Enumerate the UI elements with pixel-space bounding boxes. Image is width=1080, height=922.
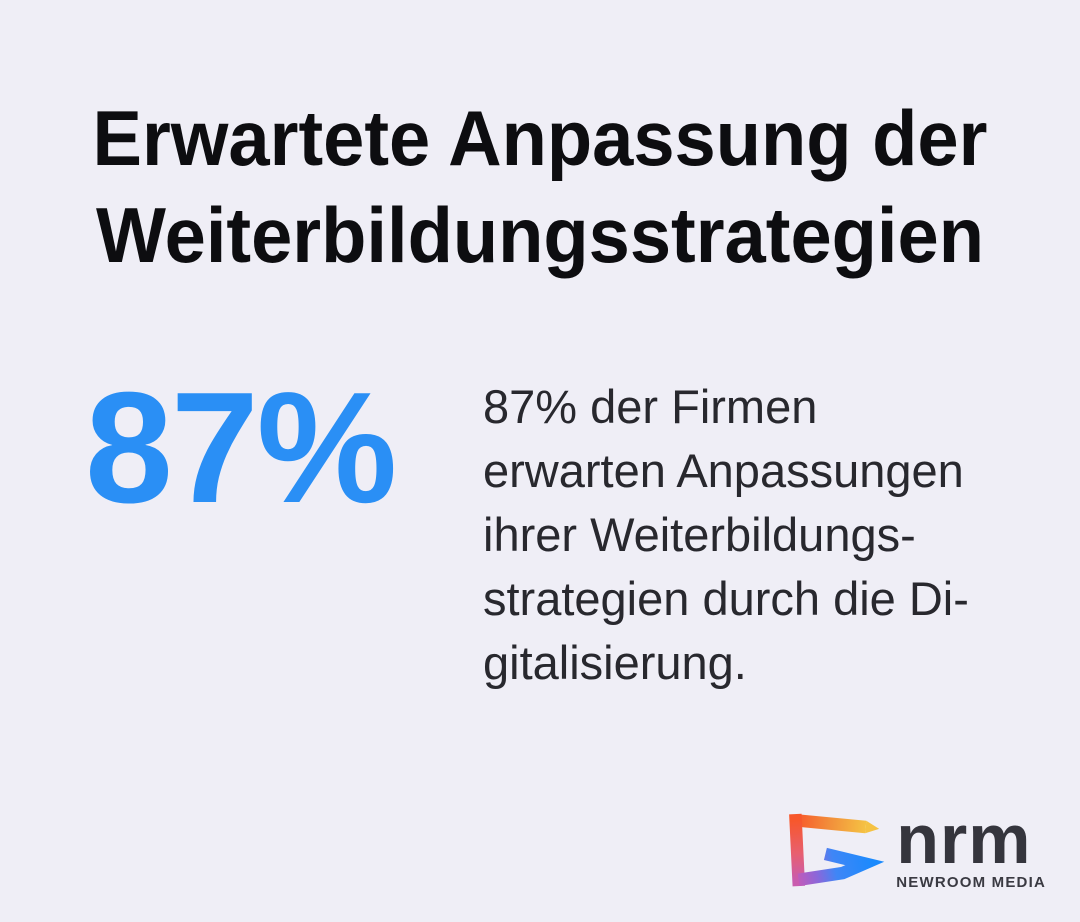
brand-logo: nrm NEWROOM MEDIA	[787, 800, 1046, 891]
brand-name: nrm	[896, 800, 1032, 878]
logo-icon-top-bar	[795, 814, 867, 834]
newroom-media-logo-icon	[789, 813, 885, 887]
logo-icon-top-tip	[865, 820, 880, 834]
logo-icon-left-bar	[789, 813, 806, 887]
stat-value: 87%	[85, 360, 397, 536]
brand-subtitle: NEWROOM MEDIA	[896, 874, 1046, 891]
page-title: Erwartete Anpassung der Weiterbildungsst…	[92, 94, 988, 279]
stat-description: 87% der Firmen erwarten Anpassungen ihre…	[483, 380, 969, 689]
brand-text: nrm NEWROOM MEDIA	[896, 800, 1046, 891]
logo-icon-chevron-bar	[797, 847, 885, 886]
